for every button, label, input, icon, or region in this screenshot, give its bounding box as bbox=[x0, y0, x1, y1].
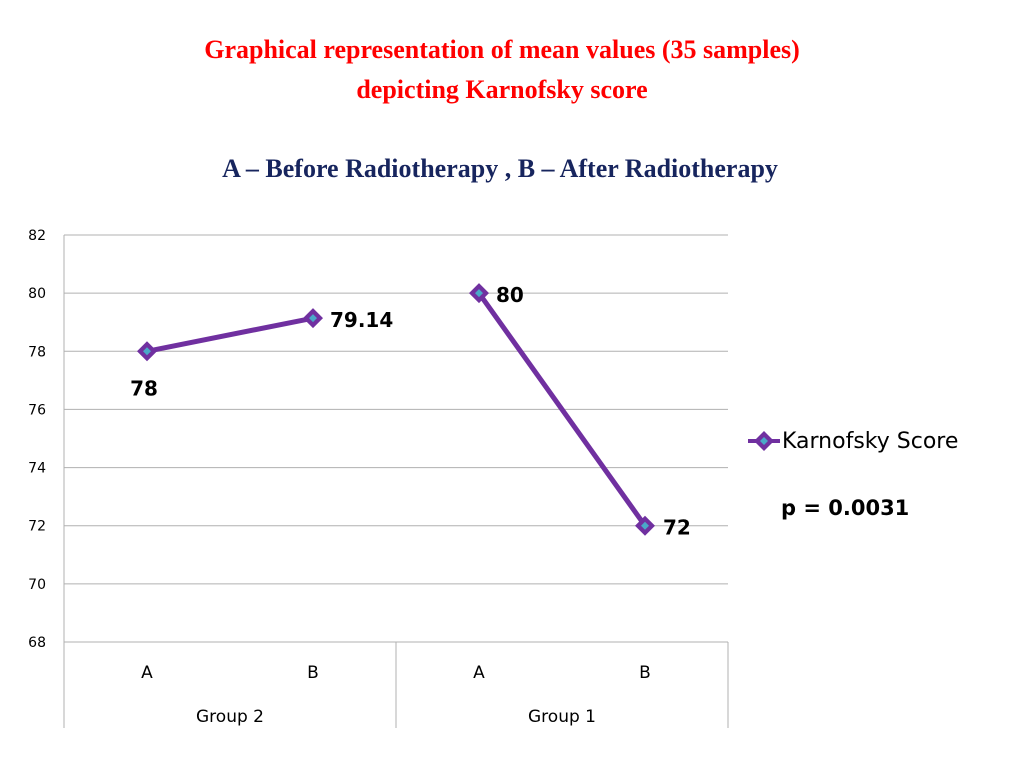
y-tick-label: 80 bbox=[28, 286, 46, 302]
data-point-marker-center bbox=[143, 347, 151, 356]
x-group-label: Group 1 bbox=[528, 707, 596, 727]
x-category-label: A bbox=[473, 663, 485, 683]
data-label: 80 bbox=[496, 283, 524, 307]
data-point-marker-center bbox=[309, 314, 317, 323]
x-category-label: B bbox=[307, 663, 319, 683]
y-tick-label: 78 bbox=[28, 344, 46, 360]
data-label: 78 bbox=[130, 376, 158, 400]
y-tick-label: 74 bbox=[28, 461, 46, 477]
y-tick-label: 76 bbox=[28, 402, 46, 418]
data-point-marker-center bbox=[475, 289, 483, 298]
series-line bbox=[476, 291, 648, 528]
y-tick-label: 70 bbox=[28, 577, 46, 593]
data-point-marker-center bbox=[641, 521, 649, 530]
x-category-label: B bbox=[639, 663, 651, 683]
y-tick-label: 82 bbox=[28, 228, 46, 244]
x-category-label: A bbox=[141, 663, 153, 683]
diamond-marker-icon bbox=[748, 431, 780, 451]
y-tick-label: 72 bbox=[28, 519, 46, 535]
y-tick-label: 68 bbox=[28, 635, 46, 651]
p-value-annotation: p = 0.0031 bbox=[781, 496, 910, 520]
legend-label: Karnofsky Score bbox=[782, 428, 959, 454]
chart-title-line-2: depicting Karnofsky score bbox=[356, 75, 648, 104]
data-label: 72 bbox=[663, 516, 691, 540]
chart-title-line-1: Graphical representation of mean values … bbox=[204, 35, 800, 64]
series-line bbox=[146, 315, 314, 354]
data-label: 79.14 bbox=[330, 308, 393, 332]
chart-subtitle: A – Before Radiotherapy , B – After Radi… bbox=[222, 154, 778, 183]
chart-legend: Karnofsky Score bbox=[748, 424, 958, 458]
x-group-label: Group 2 bbox=[196, 707, 264, 727]
